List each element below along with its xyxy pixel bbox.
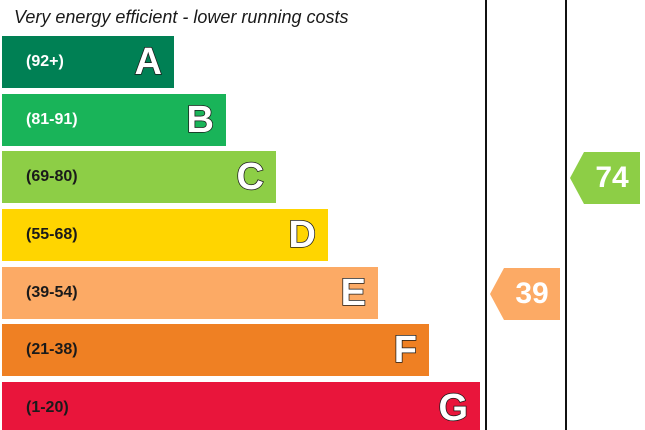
band-letter: A xyxy=(134,41,163,83)
band-range-label: (92+) xyxy=(26,53,64,70)
chart-title: Very energy efficient - lower running co… xyxy=(14,7,349,27)
band-letter: E xyxy=(340,272,367,314)
band-g: (1-20) G xyxy=(2,382,480,430)
rating-value: 74 xyxy=(595,161,629,194)
band-c: (69-80) C xyxy=(2,151,276,203)
band-f: (21-38) F xyxy=(2,324,429,376)
band-range-label: (55-68) xyxy=(26,226,78,243)
band-range-label: (1-20) xyxy=(26,399,69,416)
rating-marker-potential: 74 xyxy=(570,152,640,204)
rating-marker-current: 39 xyxy=(490,268,560,320)
band-e: (39-54) E xyxy=(2,267,378,319)
band-letter: F xyxy=(393,329,418,371)
band-letter: D xyxy=(288,214,317,256)
band-d: (55-68) D xyxy=(2,209,328,261)
band-range-label: (39-54) xyxy=(26,284,78,301)
band-range-label: (81-91) xyxy=(26,111,78,128)
band-letter: G xyxy=(438,387,469,429)
rating-value: 39 xyxy=(515,277,549,310)
band-range-label: (21-38) xyxy=(26,341,78,358)
column-divider-current xyxy=(485,0,487,430)
band-b: (81-91) B xyxy=(2,94,226,146)
column-divider-potential xyxy=(565,0,567,430)
band-a: (92+) A xyxy=(2,36,174,88)
band-letter: C xyxy=(236,156,265,198)
band-range-label: (69-80) xyxy=(26,168,78,185)
band-letter: B xyxy=(186,99,215,141)
